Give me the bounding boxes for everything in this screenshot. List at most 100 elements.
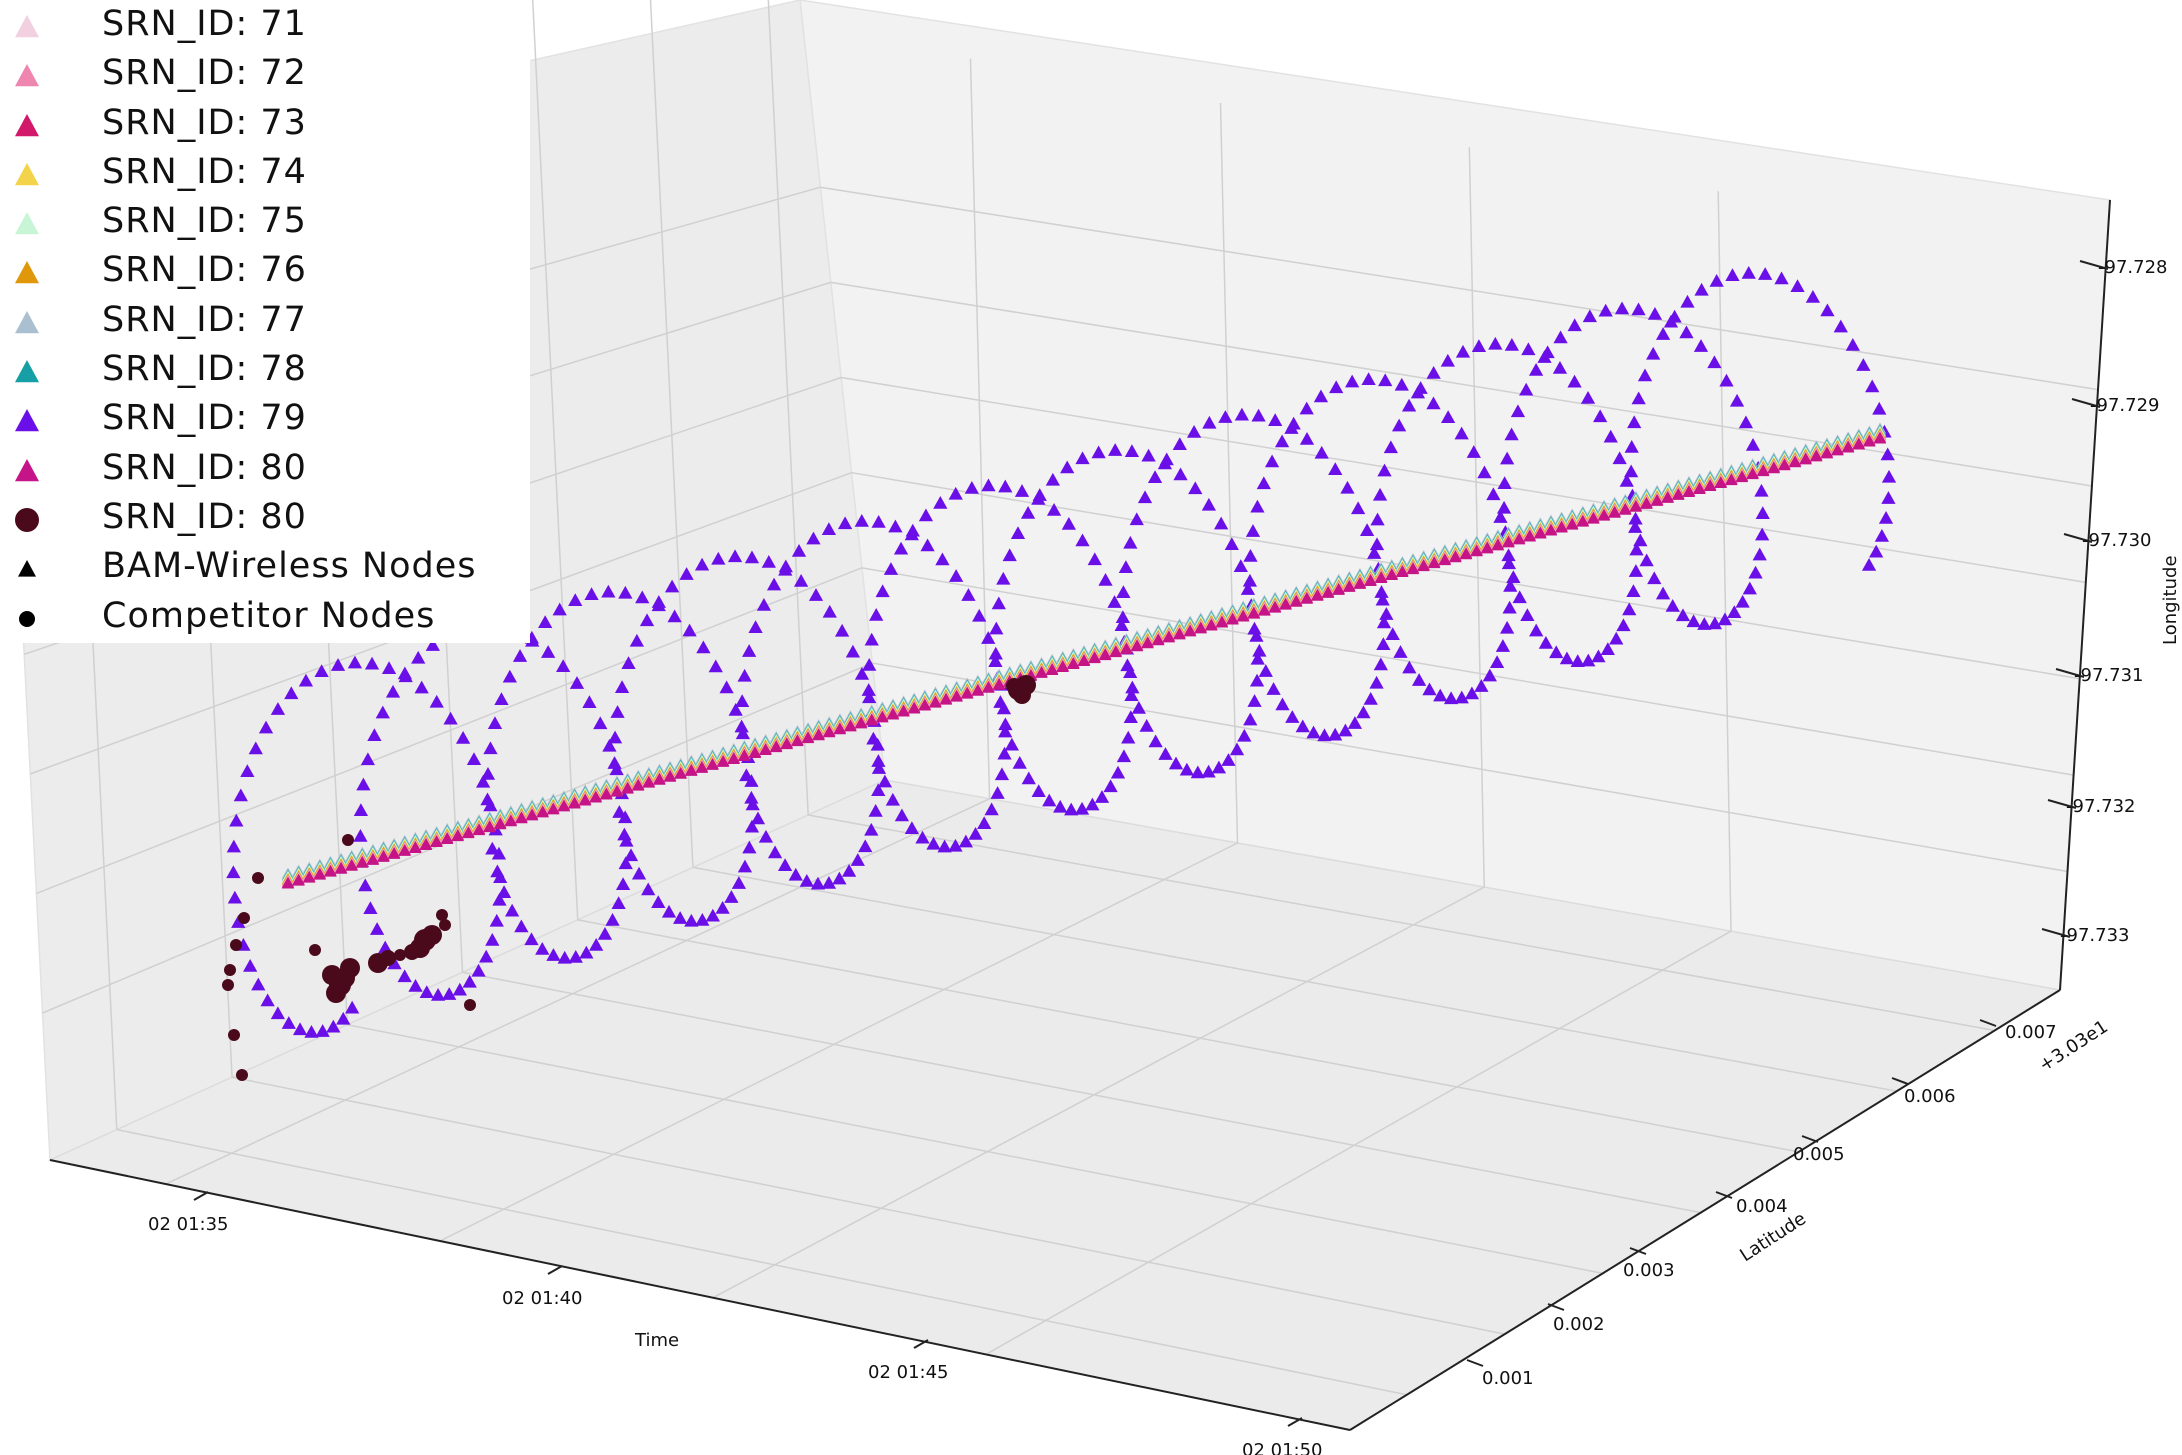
srn-track-point xyxy=(992,678,1006,690)
srn-track-point xyxy=(1194,622,1207,634)
srn-track-point xyxy=(621,782,634,794)
srn-79-point xyxy=(684,913,699,927)
srn-79-point xyxy=(1679,325,1694,339)
srn-79-point xyxy=(1707,616,1722,630)
srn-79-point xyxy=(490,864,505,878)
srn-track-point xyxy=(1449,551,1462,563)
srn-79-point xyxy=(708,659,723,673)
srn-79-point xyxy=(1378,373,1393,387)
srn-79-point xyxy=(994,767,1010,781)
y-tick-mark xyxy=(1466,1359,1484,1367)
srn-79-point xyxy=(1224,537,1239,550)
srn-79-point xyxy=(1045,472,1060,486)
srn-79-point xyxy=(1506,570,1521,584)
srn-79-point xyxy=(641,882,656,896)
x-tick-label: 02 01:40 xyxy=(502,1288,583,1309)
srn-79-point xyxy=(479,949,494,963)
srn-79-point xyxy=(430,987,446,1001)
srn-79-point xyxy=(485,841,500,855)
srn-79-point xyxy=(1031,784,1046,797)
srn-79-point xyxy=(1496,500,1512,514)
legend-label: SRN_ID: 78 xyxy=(102,349,307,390)
data-marks xyxy=(222,266,1897,1081)
srn-track-point xyxy=(1162,631,1176,643)
srn-79-point xyxy=(462,974,477,988)
srn-track-point xyxy=(1279,598,1292,610)
srn-79-point xyxy=(822,604,837,618)
srn-79-point xyxy=(593,716,608,730)
srn-79-point xyxy=(1118,560,1134,574)
srn-79-point xyxy=(748,620,763,634)
srn-79-point xyxy=(871,515,886,528)
srn-79-point xyxy=(756,597,772,611)
srn-79-point xyxy=(1345,374,1360,388)
srn-79-point xyxy=(610,705,625,718)
srn-79-point xyxy=(885,792,900,806)
srn-track-point xyxy=(1544,524,1558,536)
srn-79-point xyxy=(475,774,491,788)
srn-79-point xyxy=(948,486,963,500)
srn-79-point xyxy=(1053,799,1068,813)
srn-79-point xyxy=(915,830,930,844)
srn-track-point xyxy=(971,684,985,696)
srn-79-point xyxy=(651,595,666,608)
srn-79-point xyxy=(1440,353,1455,367)
srn-79-point xyxy=(799,874,814,887)
srn-79-point xyxy=(1675,608,1691,622)
srn-track-point xyxy=(1067,657,1080,670)
back-grid-line xyxy=(830,281,2093,487)
floor-grid-line xyxy=(985,930,1732,1356)
srn-79-point xyxy=(997,746,1012,760)
srn-79-point xyxy=(304,1025,319,1038)
srn-79-point xyxy=(1116,749,1132,763)
srn-track-point xyxy=(1629,500,1643,512)
srn-track-point xyxy=(1459,548,1473,560)
srn-79-point xyxy=(568,950,583,963)
srn-79-point xyxy=(1639,553,1654,567)
srn-79-point xyxy=(425,638,440,651)
srn-79-point xyxy=(735,694,750,708)
srn-79-point xyxy=(877,774,893,788)
srn-79-point xyxy=(429,694,444,708)
z-tick-mark xyxy=(2055,668,2085,678)
srn-79-point xyxy=(972,608,987,622)
srn-79-point xyxy=(1361,372,1376,386)
legend-label: SRN_ID: 80 xyxy=(102,496,307,537)
srn-79-point xyxy=(1629,542,1644,556)
srn-79-point xyxy=(1285,710,1300,723)
srn-79-point xyxy=(1243,548,1258,562)
srn-79-point xyxy=(1317,728,1332,742)
srn-79-point xyxy=(1367,546,1382,559)
srn-track-point xyxy=(1852,438,1865,450)
srn-79-point xyxy=(1686,614,1701,628)
srn-79-point xyxy=(1242,573,1258,587)
legend-triangle-marker xyxy=(15,310,39,333)
srn-79-point xyxy=(854,667,870,680)
srn-79-point xyxy=(1655,586,1671,600)
srn-79-point xyxy=(1504,427,1519,441)
srn-80-competitor-point xyxy=(309,944,321,956)
srn-track-point xyxy=(961,687,974,699)
srn-79-point xyxy=(1603,429,1618,443)
srn-79-point xyxy=(353,828,368,842)
srn-79-point xyxy=(1060,460,1075,474)
srn-track-point xyxy=(1640,497,1653,509)
srn-track-point xyxy=(695,761,709,773)
srn-79-point xyxy=(229,813,244,827)
srn-79-point xyxy=(1115,610,1130,624)
legend-item: SRN_ID: 72 xyxy=(0,51,530,100)
srn-79-point xyxy=(1504,337,1519,351)
srn-79-point xyxy=(1002,548,1017,562)
srn-79-point xyxy=(1502,600,1517,614)
srn-79-point xyxy=(1252,643,1267,657)
srn-79-point xyxy=(579,945,594,959)
srn-79-point xyxy=(1221,753,1236,766)
srn-79-point xyxy=(1647,571,1662,585)
srn-track-point xyxy=(748,746,762,759)
srn-track-point xyxy=(356,856,369,868)
legend-label: Competitor Nodes xyxy=(102,595,436,636)
srn-79-point xyxy=(1250,499,1265,513)
srn-79-point xyxy=(821,875,837,889)
srn-track-point xyxy=(1099,649,1112,661)
srn-track-point xyxy=(1873,432,1887,444)
